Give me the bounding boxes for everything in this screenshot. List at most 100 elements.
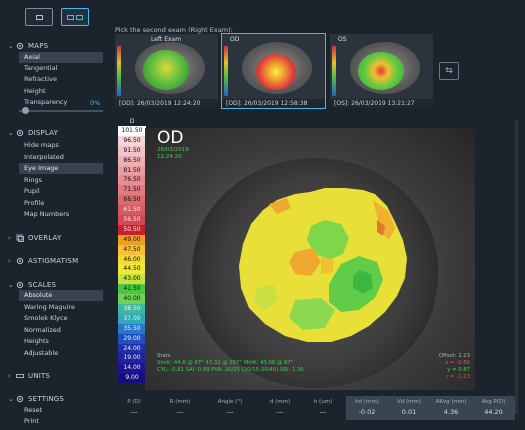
scale-step: 19.00: [118, 353, 146, 364]
scales-item-waring-maguire[interactable]: Waring Maguire: [24, 303, 75, 311]
meas-label: R (mm): [169, 399, 191, 405]
maps-item-refractive[interactable]: Refractive: [24, 75, 57, 83]
scale-step: 24.00: [118, 343, 146, 354]
meas-value: ---: [130, 408, 138, 416]
transparency-slider-handle[interactable]: [22, 107, 29, 114]
scale-unit: D: [129, 118, 135, 125]
transparency-slider[interactable]: [19, 107, 103, 114]
meas-value: ---: [319, 408, 327, 416]
meas-label: Angle (°): [217, 399, 243, 405]
layers-icon: [16, 234, 24, 242]
meas-value: -0.02: [358, 408, 376, 416]
swap-icon: ⇆: [445, 66, 453, 76]
thumb-date: [OD]: 26/03/2019 12:58:38: [222, 99, 325, 108]
scale-step: 50.50: [118, 224, 146, 235]
section-scales[interactable]: ⌄ SCALES: [8, 280, 56, 290]
scale-step: 35.50: [118, 323, 146, 334]
vertical-scrollbar[interactable]: [515, 120, 518, 414]
measurements-bar: P (D) --- R (mm) --- Angle (°) --- d (mm…: [112, 396, 525, 420]
section-maps[interactable]: ⌄ MAPS: [8, 41, 48, 51]
scales-item-normalized[interactable]: Normalized: [24, 326, 61, 334]
thumb-date: [OS]: 26/03/2019 13:21:27: [330, 99, 433, 108]
single-view-button[interactable]: [25, 8, 53, 26]
thumb-topo-map: [358, 52, 404, 90]
meas-label: Avg P(D): [481, 399, 506, 405]
scale-step: 47.50: [118, 244, 146, 255]
meas-angle: Angle (°) ---: [206, 396, 254, 420]
display-item-hide-maps[interactable]: Hide maps: [24, 141, 59, 149]
thumb-color-scale: [332, 46, 336, 96]
meas-value: 44.20: [484, 408, 503, 416]
section-astigmatism-title: ASTIGMATISM: [28, 257, 79, 265]
eye-label: OD: [157, 128, 184, 148]
sidebar: ⌄ MAPS Axial Tangential Refractive Heigh…: [0, 0, 112, 430]
section-units-title: UNITS: [28, 372, 51, 380]
scale-step: 41.50: [118, 284, 146, 295]
scales-item-adjustable[interactable]: Adjustable: [24, 349, 59, 357]
display-item-interpolated[interactable]: Interpolated: [24, 153, 64, 161]
scale-step: 43.00: [118, 274, 146, 285]
gear-icon: [16, 129, 24, 137]
exam-thumb-od[interactable]: OD [OD]: 26/03/2019 12:58:38: [221, 33, 326, 109]
thumb-date: [OD]: 26/03/2019 12:24:20: [115, 99, 218, 108]
meas-akvg: AKvg (mm) 4.36: [430, 396, 472, 420]
swap-exam-button[interactable]: ⇆: [439, 62, 459, 80]
section-units[interactable]: › UNITS: [8, 371, 50, 381]
thumb-title: OD: [230, 36, 240, 43]
meas-avg-p: Avg P(D) 44.20: [472, 396, 515, 420]
gear-icon: [16, 395, 24, 403]
section-astigmatism[interactable]: › ASTIGMATISM: [8, 256, 78, 266]
section-settings[interactable]: ⌄ SETTINGS: [8, 394, 64, 404]
maps-item-tangential[interactable]: Tangential: [24, 64, 58, 72]
dual-view-button[interactable]: [61, 8, 89, 26]
settings-item-print[interactable]: Print: [24, 417, 39, 425]
scale-step: 96.50: [118, 135, 146, 146]
eye-viewer[interactable]: OD 26/03/2019 12:24:20 Stats SimK: 44.6 …: [145, 128, 475, 390]
maps-item-axial[interactable]: Axial: [19, 52, 103, 63]
scales-item-heights[interactable]: Heights: [24, 337, 49, 345]
exam-thumb-left[interactable]: Left Exam [OD]: 26/03/2019 12:24:20: [115, 34, 218, 108]
settings-item-reset[interactable]: Reset: [24, 406, 43, 414]
scale-step: 101.50: [118, 126, 146, 136]
display-item-map-numbers[interactable]: Map Numbers: [24, 210, 70, 218]
dual-view-icon-left: [67, 14, 74, 20]
section-display[interactable]: ⌄ DISPLAY: [8, 128, 58, 138]
main-panel: Pick the second exam (Right Exam): Left …: [112, 0, 525, 430]
meas-label: P (D): [127, 399, 141, 405]
chevron-right-icon: ›: [8, 257, 11, 265]
section-settings-title: SETTINGS: [28, 395, 65, 403]
color-scale: D 101.50 96.50 91.50 86.50 81.50 76.50 71.50 66…: [118, 118, 146, 392]
section-display-title: DISPLAY: [28, 129, 59, 137]
display-item-rings[interactable]: Rings: [24, 176, 42, 184]
meas-hd: hd (mm) -0.02: [346, 396, 388, 420]
stats-line-2: CYL: -0.81 SAI: 0.89 PVA: 20/25 (20/15-2…: [157, 367, 304, 373]
exam-time: 12:24:20: [157, 154, 182, 160]
scale-step: 40.00: [118, 294, 146, 305]
chevron-down-icon: ⌄: [8, 281, 15, 289]
scale-step: 81.50: [118, 165, 146, 176]
meas-label: hd (mm): [355, 399, 379, 405]
topography-map: [239, 188, 407, 342]
exam-thumb-os[interactable]: OS [OS]: 26/03/2019 13:21:27: [330, 34, 433, 108]
gear-icon: [16, 281, 24, 289]
stats-line-1: SimK: 44.6 @ 97° 43.32 @ 187° MinK: 43.0…: [157, 360, 294, 366]
maps-item-height[interactable]: Height: [24, 87, 46, 95]
meas-summary-group: hd (mm) -0.02 Vd (mm) 0.01 AKvg (mm) 4.3…: [346, 396, 515, 420]
thumb-topo-map: [143, 50, 189, 90]
scales-item-smolek-klyce[interactable]: Smolek Klyce: [24, 314, 68, 322]
section-overlay-title: OVERLAY: [28, 234, 62, 242]
chevron-right-icon: ›: [8, 234, 11, 242]
display-item-eye-image[interactable]: Eye Image: [19, 163, 103, 174]
scale-step: 38.50: [118, 304, 146, 314]
gear-icon: [16, 257, 24, 265]
display-item-profile[interactable]: Profile: [24, 199, 45, 207]
scale-step: 44.50: [118, 264, 146, 275]
section-overlay[interactable]: › OVERLAY: [8, 233, 61, 243]
chevron-down-icon: ⌄: [8, 395, 15, 403]
scale-step: 9.00: [118, 373, 146, 384]
meas-label: h (um): [313, 399, 333, 405]
scale-step: 14.00: [118, 363, 146, 374]
scales-item-absolute[interactable]: Absolute: [19, 290, 103, 301]
display-item-pupil[interactable]: Pupil: [24, 187, 40, 195]
thumb-title: Left Exam: [151, 36, 182, 43]
